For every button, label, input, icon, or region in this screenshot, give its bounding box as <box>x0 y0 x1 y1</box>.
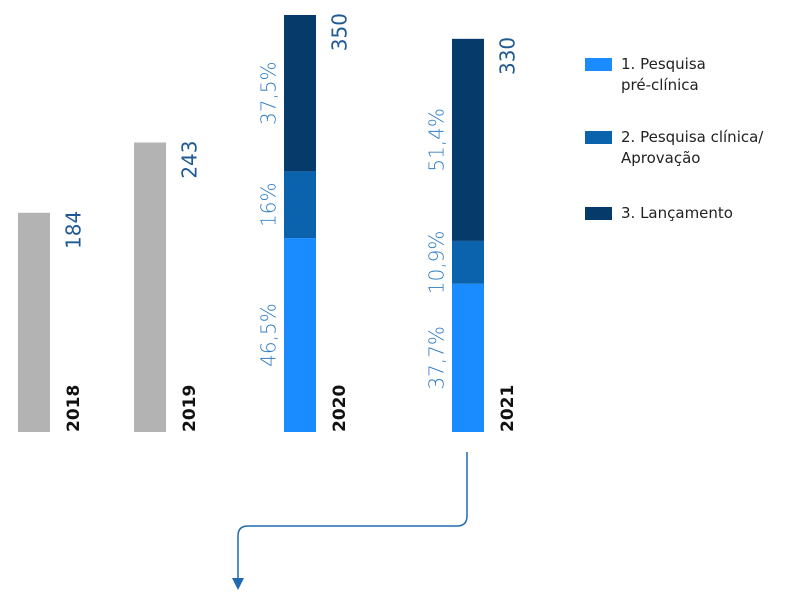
legend-swatch <box>585 207 612 220</box>
bar-segment <box>284 171 316 239</box>
bar-segment <box>452 283 484 432</box>
legend-item: 3. Lançamento <box>585 203 787 224</box>
total-label: 184 <box>62 211 86 249</box>
x-tick-label: 2021 <box>498 385 518 432</box>
bar-segment <box>284 15 316 172</box>
segment-label: 10,9% <box>425 231 449 295</box>
legend-swatch <box>585 131 612 144</box>
legend-label: 1. Pesquisa pré-clínica <box>621 55 706 94</box>
segment-label: 51,4% <box>425 108 449 172</box>
legend-label: 2. Pesquisa clínica/ Aprovação <box>621 128 764 167</box>
legend-swatch <box>585 58 612 71</box>
total-label: 350 <box>328 13 352 51</box>
legend-item: 2. Pesquisa clínica/ Aprovação <box>585 127 787 169</box>
legend-label: 3. Lançamento <box>621 204 733 222</box>
segment-label: 37,5% <box>257 61 281 125</box>
total-label: 243 <box>178 140 202 178</box>
bar <box>18 212 50 432</box>
bar <box>134 142 166 433</box>
x-tick-label: 2020 <box>330 385 350 432</box>
x-tick-label: 2018 <box>64 385 84 432</box>
arrow-head <box>232 578 244 590</box>
legend-item: 1. Pesquisa pré-clínica <box>585 54 731 96</box>
bar-segment <box>452 240 484 284</box>
segment-label: 16% <box>257 183 281 227</box>
bar-segment <box>284 238 316 432</box>
segment-label: 37,7% <box>425 326 449 390</box>
arrow-line <box>237 452 468 580</box>
total-label: 330 <box>496 37 520 75</box>
segment-label: 46,5% <box>257 303 281 367</box>
x-tick-label: 2019 <box>180 385 200 432</box>
bar-segment <box>452 38 484 241</box>
